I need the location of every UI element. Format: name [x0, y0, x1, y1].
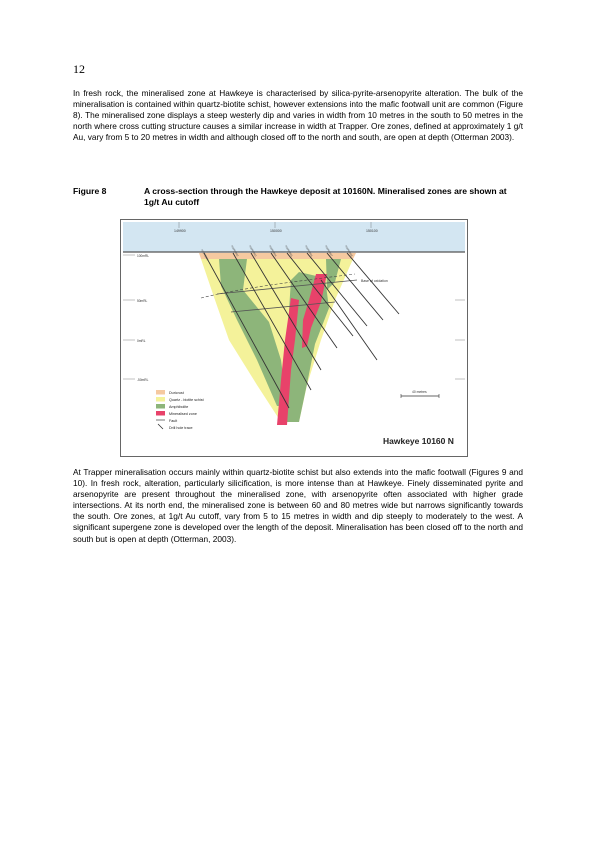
drill-hole-trace [346, 252, 400, 315]
drill-hole-trace [270, 252, 338, 349]
amphibolite-lens-top [326, 259, 341, 290]
fault-line [216, 279, 358, 295]
drill-hole-trace [250, 252, 322, 371]
amphibolite-lens-west [219, 259, 287, 406]
svg-text:HWRC003: HWRC003 [248, 245, 258, 258]
svg-text:HWRC007: HWRC007 [324, 245, 334, 258]
depth-label: 50mRL [137, 299, 148, 303]
svg-text:HWRC004: HWRC004 [268, 245, 278, 258]
figure-number: Figure 8 [73, 186, 107, 196]
legend-swatch-mineralised [156, 411, 165, 416]
svg-text:HWRC002: HWRC002 [230, 245, 240, 258]
svg-text:HWRC008: HWRC008 [344, 245, 354, 258]
scale-bar: 40 metres [400, 390, 440, 398]
legend: Duricrust Quartz - biotite schist Amphib… [156, 390, 204, 430]
scale-bar-label: 40 metres [412, 390, 427, 394]
easting-label: 149900 [174, 229, 186, 233]
figure-title: Hawkeye 10160 N [383, 436, 454, 446]
cross-section-svg: 149900 150000 150100 100mRL 50mRL 0mRL -… [123, 222, 465, 446]
legend-drill-line [157, 423, 164, 430]
paragraph-hawkeye: In fresh rock, the mineralised zone at H… [73, 88, 523, 143]
page-number: 12 [73, 62, 85, 76]
duricrust-layer [199, 253, 356, 259]
mineralised-zone-upper [302, 274, 327, 348]
cross-section-figure: 149900 150000 150100 100mRL 50mRL 0mRL -… [120, 219, 468, 457]
svg-text:HWRC001: HWRC001 [200, 249, 210, 262]
paragraph-trapper: At Trapper mineralisation occurs mainly … [73, 467, 523, 544]
easting-label: 150000 [270, 229, 282, 233]
depth-label: 100mRL [137, 254, 149, 258]
svg-text:HWRC005: HWRC005 [284, 245, 294, 258]
legend-label: Duricrust [169, 391, 184, 395]
svg-text:HWRC006: HWRC006 [304, 245, 314, 258]
drill-hole-trace [306, 252, 368, 327]
surface-band [123, 222, 465, 252]
easting-label: 150100 [366, 229, 378, 233]
legend-label: Drill hole trace [169, 426, 193, 430]
base-of-oxidation-label: Base of oxidation [361, 279, 388, 283]
drill-hole-trace [203, 252, 290, 409]
legend-swatch-duricrust [156, 390, 165, 395]
legend-label: Quartz - biotite schist [169, 398, 204, 402]
legend-label: Fault [169, 419, 177, 423]
figure-caption-text: A cross-section through the Hawkeye depo… [144, 186, 507, 208]
legend-swatch-amphibolite [156, 404, 165, 409]
legend-label: Mineralised zone [169, 412, 197, 416]
drill-hole-trace [286, 252, 354, 337]
legend-swatch-schist [156, 397, 165, 402]
depth-label: -50mRL [137, 378, 149, 382]
drill-hole-trace [326, 252, 384, 321]
drill-hole-trace [232, 252, 312, 391]
legend-label: Amphibolite [169, 405, 188, 409]
mineralised-zone-main [277, 298, 299, 425]
depth-label: 0mRL [137, 339, 146, 343]
drill-hole-trace [320, 279, 378, 361]
